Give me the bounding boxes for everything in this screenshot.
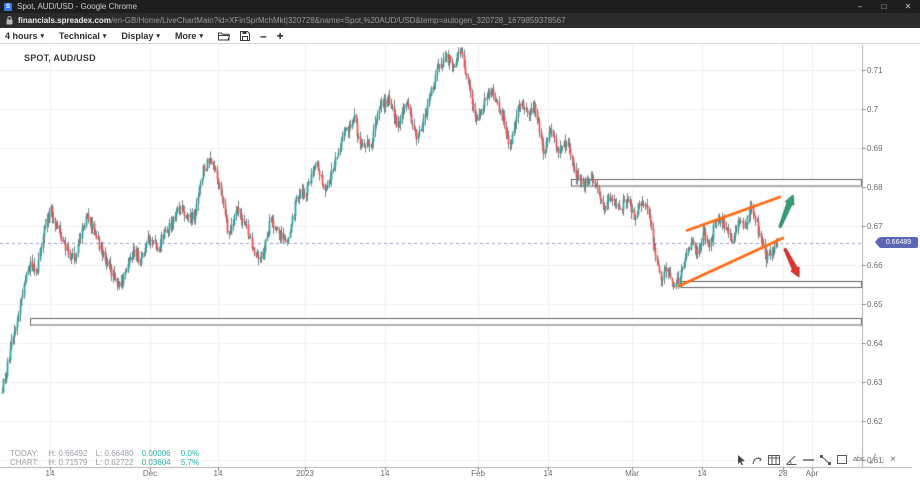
url-domain: financials.spreadex.com	[18, 16, 111, 25]
lock-icon	[6, 16, 13, 25]
y-axis-label: 0.63	[867, 378, 883, 387]
url-path: /en-GB/Home/LiveChartMain?id=XFinSprMchM…	[110, 16, 566, 25]
y-axis-label: 0.69	[867, 144, 883, 153]
high-label: H:	[48, 449, 57, 458]
save-icon[interactable]	[239, 30, 250, 41]
text-tool-icon[interactable]: abc	[853, 456, 865, 463]
low-label: L:	[95, 449, 103, 458]
technical-menu-label: Technical	[59, 30, 100, 41]
chevron-down-icon: ▾	[102, 32, 107, 40]
chart-title: SPOT, AUD/USD	[24, 53, 96, 63]
y-axis-label: 0.66	[867, 261, 883, 270]
legend-chart-row: CHART: H: 0.71579 L: 0.62722 0.03604 5.7…	[10, 458, 207, 467]
display-menu[interactable]: Display ▾	[121, 31, 160, 41]
y-axis-label: 0.64	[867, 339, 883, 348]
legend-today-high: H: 0.66492	[48, 449, 87, 458]
last-price-badge: 0.66489	[875, 237, 918, 248]
legend-chart-low: L: 0.62722	[96, 458, 134, 467]
x-axis-label: 14	[45, 469, 55, 478]
legend-today-label: TODAY:	[10, 449, 39, 458]
x-axis-label: Feb	[471, 469, 485, 478]
x-axis-label: 14	[380, 469, 390, 478]
x-axis-label: 28	[778, 469, 788, 478]
rectangle-tool-icon[interactable]	[837, 455, 848, 464]
open-folder-icon[interactable]	[217, 31, 230, 41]
y-axis-label: 0.7	[867, 105, 879, 114]
low-label: L:	[95, 458, 103, 467]
x-axis-label: 14	[697, 469, 707, 478]
high-label: H:	[48, 458, 57, 467]
maximize-button[interactable]: □	[881, 2, 887, 11]
window-controls: – □ ✕	[848, 0, 920, 13]
chevron-down-icon: ▾	[156, 32, 160, 40]
chevron-down-icon: ▾	[199, 32, 203, 40]
pointer-tool-icon[interactable]	[737, 454, 746, 465]
zoom-in-button[interactable]: +	[276, 28, 284, 43]
chart-change-value: 0.03604	[141, 458, 171, 467]
table-chart-icon[interactable]	[768, 454, 781, 465]
x-axis-label: Mar	[625, 469, 639, 478]
x-axis-label: 14	[543, 469, 553, 478]
trendline-tool-icon[interactable]	[820, 454, 832, 465]
x-axis-label: 14	[213, 469, 223, 478]
drawing-toolbar: abc ╱ | ×	[737, 454, 896, 465]
x-axis-label: Dec	[142, 469, 158, 478]
chart-low-value: 0.62722	[104, 458, 134, 467]
chart-toolbar: 4 hours ▾ Technical ▾ Display ▾ More ▾	[0, 28, 920, 44]
y-axis-label: 0.71	[867, 66, 883, 75]
chart-change-pct: 5.7%	[180, 458, 200, 467]
minimize-button[interactable]: –	[857, 2, 863, 11]
y-axis-label: 0.67	[867, 222, 883, 231]
zoom-out-button[interactable]: –	[259, 28, 267, 43]
close-drawings-icon[interactable]: ×	[890, 454, 896, 465]
trend-angle-tool-icon[interactable]	[786, 455, 797, 465]
line-tool-icon[interactable]: ╱	[870, 454, 876, 464]
x-axis-label: 2023	[296, 469, 314, 478]
x-axis-label: Apr	[805, 469, 819, 478]
curve-tool-icon[interactable]	[752, 455, 762, 465]
y-axis-label: 0.61	[867, 456, 883, 465]
display-menu-label: Display	[121, 30, 154, 41]
legend: TODAY: H: 0.66492 L: 0.66480 0.00006 0.0…	[10, 449, 207, 467]
y-axis-label: 0.65	[867, 300, 883, 309]
toolbar-divider: |	[881, 454, 885, 465]
window-title: Spot, AUD/USD - Google Chrome	[17, 2, 138, 11]
y-axis-label: 0.62	[867, 417, 883, 426]
chevron-down-icon: ▾	[40, 32, 45, 40]
chart-high-value: 0.71579	[58, 458, 88, 467]
legend-chart-high: H: 0.71579	[48, 458, 87, 467]
today-high-value: 0.66492	[58, 449, 88, 458]
today-change-value: 0.00006	[141, 449, 171, 458]
timeframe-menu-label: 4 hours	[5, 30, 38, 41]
timeframe-menu[interactable]: 4 hours ▾	[5, 31, 44, 41]
y-axis-label: 0.68	[867, 183, 883, 192]
more-menu[interactable]: More ▾	[175, 31, 203, 41]
legend-today-row: TODAY: H: 0.66492 L: 0.66480 0.00006 0.0…	[10, 449, 207, 458]
url-bar[interactable]: financials.spreadex.com/en-GB/Home/LiveC…	[0, 13, 920, 28]
chart-canvas[interactable]	[0, 44, 920, 484]
today-change-pct: 0.0%	[180, 449, 200, 458]
close-window-button[interactable]: ✕	[904, 2, 912, 11]
favicon-icon: S	[4, 2, 12, 11]
technical-menu[interactable]: Technical ▾	[59, 31, 106, 41]
legend-chart-label: CHART:	[10, 458, 39, 467]
title-bar: S Spot, AUD/USD - Google Chrome – □ ✕	[0, 0, 920, 13]
today-low-value: 0.66480	[104, 449, 134, 458]
horizontal-line-tool-icon[interactable]	[803, 456, 815, 464]
chart-area: SPOT, AUD/USD 0.71 0.7 0.69 0.68 0.67 0.66 0.6…	[0, 44, 920, 484]
more-menu-label: More	[174, 30, 197, 41]
legend-today-low: L: 0.66480	[96, 449, 134, 458]
